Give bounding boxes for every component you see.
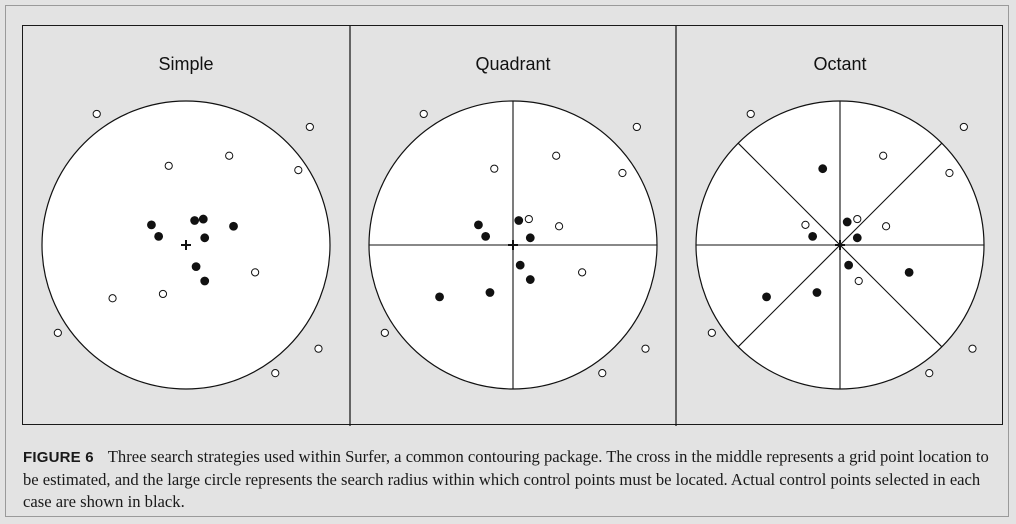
unselected-control-point bbox=[164, 161, 173, 170]
selected-control-point bbox=[762, 292, 771, 302]
selected-control-point bbox=[842, 217, 852, 227]
unselected-control-point bbox=[881, 222, 891, 231]
selected-control-point bbox=[200, 276, 210, 286]
unselected-control-point bbox=[968, 344, 977, 353]
selected-control-point bbox=[190, 216, 200, 225]
selected-control-point bbox=[198, 214, 208, 224]
unselected-control-point bbox=[524, 214, 533, 224]
unselected-control-point bbox=[92, 109, 101, 119]
panel-octant: Octant bbox=[695, 54, 985, 390]
unselected-control-point bbox=[707, 328, 716, 337]
unselected-control-point bbox=[271, 369, 280, 378]
panel-title-octant: Octant bbox=[813, 54, 866, 74]
selected-control-point bbox=[474, 220, 483, 230]
selected-control-point bbox=[147, 220, 156, 230]
selected-control-point bbox=[904, 267, 914, 277]
unselected-control-point bbox=[554, 222, 564, 231]
unselected-control-point bbox=[618, 168, 627, 178]
unselected-control-point bbox=[305, 122, 314, 132]
unselected-control-point bbox=[108, 294, 117, 303]
figure-frame: Simple Quadrant Octant FIGURE 6 Three sea… bbox=[5, 5, 1009, 517]
selected-control-point bbox=[485, 288, 495, 297]
figure-caption-text: Three search strategies used within Surf… bbox=[23, 447, 989, 511]
selected-control-point bbox=[515, 260, 525, 270]
unselected-control-point bbox=[314, 344, 323, 353]
selected-control-point bbox=[200, 233, 210, 243]
unselected-control-point bbox=[552, 151, 561, 160]
unselected-control-point bbox=[641, 344, 650, 353]
unselected-control-point bbox=[419, 109, 428, 119]
selected-control-point bbox=[191, 262, 201, 272]
unselected-control-point bbox=[801, 220, 810, 229]
unselected-control-point bbox=[380, 328, 389, 337]
selected-control-point bbox=[435, 292, 444, 302]
unselected-control-point bbox=[959, 122, 968, 132]
selected-control-point bbox=[229, 221, 238, 231]
selected-control-point bbox=[481, 231, 491, 241]
selected-control-point bbox=[844, 260, 854, 270]
search-strategy-diagram: Simple Quadrant Octant bbox=[41, 26, 985, 426]
selected-control-point bbox=[525, 233, 535, 243]
selected-control-point bbox=[514, 216, 524, 225]
panel-quadrant: Quadrant bbox=[368, 54, 658, 390]
unselected-control-point bbox=[53, 328, 62, 337]
unselected-control-point bbox=[598, 369, 607, 378]
unselected-control-point bbox=[251, 268, 260, 277]
panel-title-quadrant: Quadrant bbox=[475, 54, 550, 74]
panel-body-octant bbox=[695, 100, 985, 390]
selected-control-point bbox=[818, 164, 828, 174]
figure-caption: FIGURE 6 Three search strategies used wit… bbox=[23, 446, 1008, 513]
selected-control-point bbox=[812, 288, 822, 297]
unselected-control-point bbox=[225, 151, 234, 160]
unselected-control-point bbox=[632, 122, 641, 132]
panel-body-simple bbox=[41, 100, 331, 390]
selected-control-point bbox=[852, 233, 862, 243]
figure-label: FIGURE 6 bbox=[23, 449, 94, 466]
unselected-control-point bbox=[879, 151, 888, 160]
selected-control-point bbox=[808, 231, 818, 241]
unselected-control-point bbox=[158, 289, 168, 299]
panel-title-simple: Simple bbox=[158, 54, 213, 74]
unselected-control-point bbox=[490, 164, 499, 173]
selected-control-point bbox=[525, 275, 535, 284]
panel-simple: Simple bbox=[41, 54, 331, 390]
figure-panels: Simple Quadrant Octant bbox=[22, 25, 1003, 426]
panel-body-quadrant bbox=[368, 100, 658, 390]
unselected-control-point bbox=[853, 214, 862, 224]
unselected-control-point bbox=[746, 109, 755, 119]
unselected-control-point bbox=[578, 268, 587, 277]
unselected-control-point bbox=[945, 168, 954, 178]
unselected-control-point bbox=[294, 166, 303, 175]
selected-control-point bbox=[154, 231, 164, 241]
unselected-control-point bbox=[925, 369, 934, 378]
unselected-control-point bbox=[854, 276, 863, 286]
